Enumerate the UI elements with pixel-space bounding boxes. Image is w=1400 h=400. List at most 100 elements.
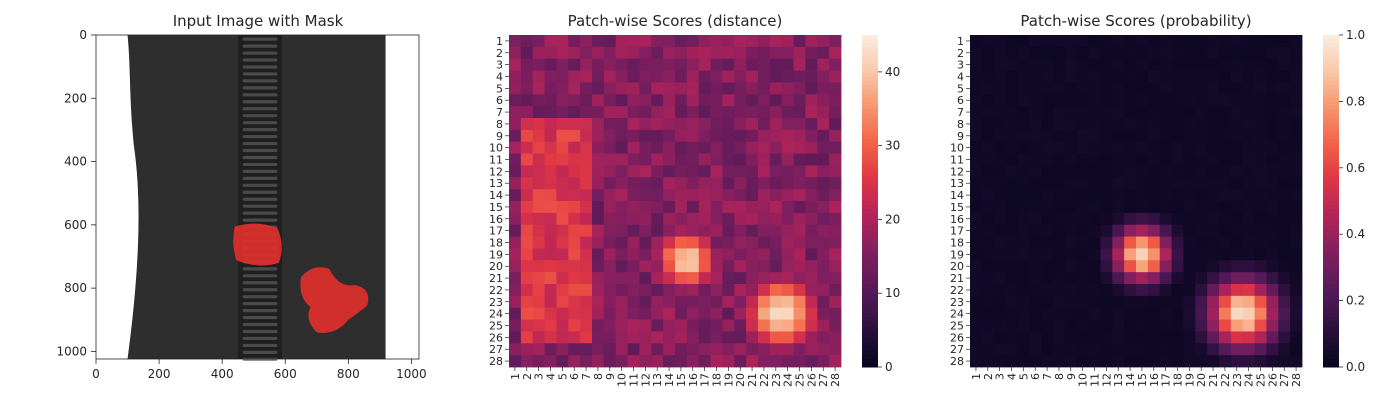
heatmap-cell	[509, 284, 522, 297]
heatmap-cell	[1029, 307, 1042, 320]
heatmap-cell	[1230, 189, 1244, 202]
heatmap-cell	[592, 189, 605, 202]
heatmap-cell	[1136, 106, 1149, 119]
heatmap-cell	[829, 355, 842, 368]
heatmap-cell	[829, 177, 842, 190]
heatmap-cell	[1005, 236, 1018, 249]
heatmap-cell	[520, 295, 534, 309]
heatmap-cell	[1195, 46, 1208, 60]
heatmap-cell	[1242, 201, 1255, 214]
input-image-panel: Input Image with Mask 0 200 400 600 800 10000…	[56, 12, 426, 381]
colorbar-segment	[862, 155, 878, 160]
heatmap-cell	[1290, 224, 1303, 237]
heatmap-cell	[544, 307, 557, 320]
heatmap-cell	[817, 295, 830, 309]
heatmap-cell	[710, 224, 723, 237]
heatmap-cell	[1124, 165, 1137, 178]
heatmap-cell	[651, 236, 664, 249]
heatmap-cell	[1100, 82, 1113, 95]
heatmap-cell	[746, 331, 759, 344]
heatmap-cell	[1124, 141, 1137, 154]
heatmap-cell	[509, 201, 522, 214]
heatmap-cell	[710, 129, 723, 143]
heatmap-cell	[556, 284, 569, 297]
heatmap-cell	[805, 248, 818, 261]
colorbar-segment	[1323, 275, 1339, 281]
heatmap-cell	[1005, 35, 1018, 48]
heatmap-cell	[580, 177, 593, 190]
heatmap-cell	[1112, 165, 1125, 178]
heatmap-cell	[1029, 189, 1042, 202]
row-tick-label: 14	[950, 189, 964, 202]
heatmap-cell	[793, 118, 806, 131]
heatmap-cell	[1076, 189, 1089, 202]
heatmap-cell	[520, 141, 534, 154]
heatmap-cell	[651, 189, 664, 202]
row-tick-label: 7	[957, 106, 964, 119]
heatmap-cell	[817, 35, 830, 48]
heatmap-cell	[1290, 106, 1303, 119]
col-tick-label: 12	[639, 373, 652, 387]
heatmap-cell	[1195, 106, 1208, 119]
heatmap-cell	[1183, 212, 1196, 226]
zipper-tooth	[242, 141, 278, 146]
colorbar-tick-label: 30	[885, 139, 900, 153]
colorbar-segment	[1323, 155, 1339, 160]
heatmap-cell	[544, 82, 557, 95]
heatmap-cell	[829, 272, 842, 285]
colorbar-segment	[862, 180, 878, 185]
heatmap-cell	[686, 153, 700, 166]
heatmap-cell	[722, 106, 735, 119]
heatmap-cell	[627, 272, 640, 285]
heatmap-cell	[1005, 307, 1018, 320]
heatmap-cell	[1136, 82, 1149, 95]
heatmap-cell	[1219, 58, 1232, 71]
heatmap-cell	[746, 236, 759, 249]
heatmap-cell	[829, 331, 842, 344]
input-image	[95, 34, 420, 361]
heatmap-cell	[532, 355, 545, 368]
heatmap-cell	[793, 46, 806, 60]
heatmap-cell	[1266, 70, 1279, 83]
heatmap-cell	[1147, 118, 1161, 131]
heatmap-cell	[627, 70, 640, 83]
col-tick-label: 12	[1100, 373, 1113, 387]
heatmap-cell	[1159, 260, 1172, 273]
colorbar-segment	[862, 167, 878, 173]
heatmap-cell	[520, 177, 534, 190]
heatmap-cell	[627, 236, 640, 249]
heatmap-cell	[1017, 141, 1030, 154]
col-tick-label: 19	[722, 373, 735, 387]
heatmap-cell	[1183, 58, 1196, 71]
heatmap-cell	[592, 331, 605, 344]
heatmap-cell	[1159, 272, 1172, 285]
heatmap-cell	[1254, 165, 1267, 178]
heatmap-cell	[1136, 70, 1149, 83]
heatmap-cell	[993, 307, 1006, 320]
colorbar-segment	[1323, 192, 1339, 198]
heatmap-cell	[1041, 189, 1054, 202]
heatmap-cell	[805, 331, 818, 344]
heatmap-cell	[663, 224, 676, 237]
heatmap-cell	[1100, 355, 1113, 368]
heatmap-cell	[710, 331, 723, 344]
heatmap-cell	[509, 331, 522, 344]
heatmap-cell	[651, 201, 664, 214]
heatmap-cell	[1147, 201, 1161, 214]
heatmap-cell	[1112, 236, 1125, 249]
heatmap-cell	[1278, 212, 1291, 226]
heatmap-cell	[1159, 106, 1172, 119]
heatmap-cell	[710, 319, 723, 332]
colorbar-segment	[862, 271, 878, 277]
heatmap-cell	[627, 94, 640, 107]
row-tick-label: 12	[950, 165, 964, 178]
distance-heatmap-title: Patch-wise Scores (distance)	[568, 12, 783, 30]
heatmap-cell	[734, 260, 747, 273]
heatmap-cell	[1053, 355, 1066, 368]
zipper-tooth	[242, 218, 278, 222]
heatmap-cell	[1136, 272, 1149, 285]
heatmap-cell	[592, 248, 605, 261]
colorbar-segment	[1323, 329, 1339, 335]
heatmap-cell	[592, 118, 605, 131]
heatmap-cell	[981, 343, 995, 356]
